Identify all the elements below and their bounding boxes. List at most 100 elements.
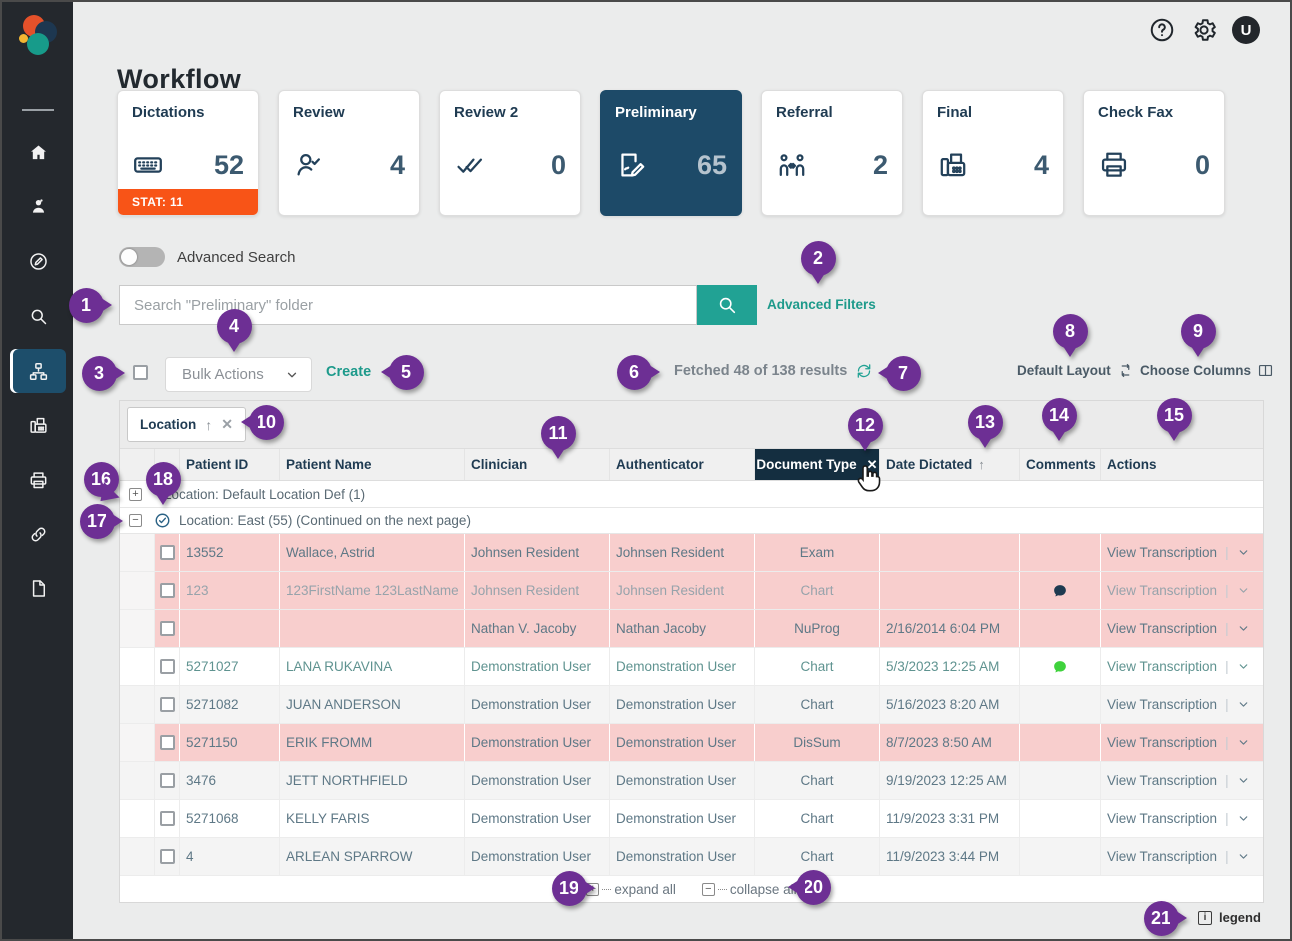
search-button[interactable] [697,285,757,325]
callout-pin-19: 19 [551,870,587,906]
row-checkbox[interactable] [159,773,175,788]
row-checkbox[interactable] [159,659,175,674]
row-checkbox[interactable] [159,621,175,636]
view-transcription-link[interactable]: View Transcription [1107,773,1218,788]
view-transcription-link[interactable]: View Transcription [1107,659,1218,674]
actions-chevron-down-icon[interactable] [1237,698,1250,711]
column-header-select [155,449,180,480]
actions-chevron-down-icon[interactable] [1237,622,1250,635]
column-header-document_type[interactable]: Document Type ✕ [755,449,880,480]
sidebar-item-print[interactable] [10,458,66,502]
gear-icon[interactable] [1190,16,1218,44]
column-header-patient_id[interactable]: Patient ID [180,449,280,480]
table-row: 13552 Wallace, Astrid Johnsen Resident John… [120,534,1263,572]
row-checkbox[interactable] [159,583,175,598]
sidebar-item-search[interactable] [10,294,66,338]
view-transcription-link[interactable]: View Transcription [1107,583,1218,598]
column-header-patient_name[interactable]: Patient Name [280,449,465,480]
expand-all-button[interactable]: + expand all [586,882,676,897]
actions-chevron-down-icon[interactable] [1237,660,1250,673]
row-checkbox[interactable] [159,697,175,712]
choose-columns-button[interactable]: Choose Columns [1140,362,1274,379]
collapse-all-label: collapse all [729,881,797,897]
default-layout-button[interactable]: Default Layout [1017,362,1134,379]
row-checkbox[interactable] [159,545,175,560]
sidebar-item-links[interactable] [10,512,66,556]
folder-card-review[interactable]: Review 4 [278,90,420,216]
cell-actions: View Transcription | [1101,800,1263,837]
select-all-checkbox[interactable] [133,365,148,380]
column-header-actions[interactable]: Actions [1101,449,1263,480]
app-logo[interactable] [16,14,62,62]
actions-chevron-down-icon[interactable] [1237,736,1250,749]
collapse-group-icon[interactable]: − [129,514,142,527]
row-checkbox[interactable] [159,735,175,750]
column-header-comments[interactable]: Comments [1020,449,1101,480]
view-transcription-link[interactable]: View Transcription [1107,621,1218,636]
view-transcription-link[interactable]: View Transcription [1107,735,1218,750]
row-checkbox[interactable] [159,811,175,826]
actions-chevron-down-icon[interactable] [1237,546,1250,559]
advanced-search-label: Advanced Search [177,248,296,266]
cell-authenticator: Demonstration User [610,648,755,685]
actions-chevron-down-icon[interactable] [1237,812,1250,825]
folder-card-preliminary[interactable]: Preliminary 65 [600,90,742,216]
remove-chip-icon[interactable]: ✕ [221,416,233,432]
cell-authenticator: Johnsen Resident [610,534,755,571]
row-checkbox[interactable] [159,849,175,864]
sidebar-item-fax[interactable] [10,403,66,447]
collapse-all-button[interactable]: − collapse all [701,881,797,897]
location-group-chip[interactable]: Location ↑ ✕ [127,407,246,442]
cell-patient-name: 123FirstName 123LastName [280,572,465,609]
sort-asc-icon[interactable]: ↑ [978,457,985,472]
column-header-clinician[interactable]: Clinician [465,449,610,480]
search-input[interactable] [119,285,697,325]
group-selected-check-icon[interactable] [154,512,171,529]
create-link[interactable]: Create [326,364,372,380]
advanced-filters-link[interactable]: Advanced Filters [767,297,876,312]
workflow-icon [28,361,49,382]
column-header-authenticator[interactable]: Authenticator [610,449,755,480]
cell-patient-id: 4 [180,838,280,875]
sidebar-item-dictation[interactable] [10,239,66,283]
folder-card-review-2[interactable]: Review 2 0 [439,90,581,216]
view-transcription-link[interactable]: View Transcription [1107,697,1218,712]
column-header-date_dictated[interactable]: Date Dictated ↑ [880,449,1020,480]
sidebar-item-home[interactable] [10,130,66,174]
table-footer: + expand all − collapse all [120,876,1263,902]
cell-date-dictated [880,534,1020,571]
help-icon[interactable] [1148,16,1176,44]
comment-bubble-icon[interactable] [1052,583,1068,599]
actions-chevron-down-icon[interactable] [1237,584,1250,597]
refresh-icon[interactable] [855,362,873,380]
folder-card-final[interactable]: Final 4 [922,90,1064,216]
actions-chevron-down-icon[interactable] [1237,774,1250,787]
callout-pin-21: 21 [1143,900,1179,936]
sidebar-item-workflow[interactable] [10,349,66,393]
legend-button[interactable]: i legend [1198,910,1261,925]
advanced-search-toggle[interactable] [119,247,165,267]
callout-pin-20: 20 [795,869,831,905]
bulk-actions-select[interactable]: Bulk Actions [165,357,312,392]
folder-card-check-fax[interactable]: Check Fax 0 [1083,90,1225,216]
folder-card-dictations[interactable]: Dictations 52 STAT: 11 [117,90,259,216]
sidebar-item-documents[interactable] [10,566,66,610]
expand-group-icon[interactable]: + [129,487,142,501]
avatar[interactable]: U [1232,16,1260,44]
chevron-down-icon [285,368,299,382]
cell-authenticator: Demonstration User [610,800,755,837]
folder-card-referral[interactable]: Referral 2 [761,90,903,216]
callout-pin-12: 12 [847,407,883,443]
actions-chevron-down-icon[interactable] [1237,850,1250,863]
advanced-search-row: Advanced Search [119,247,295,267]
view-transcription-link[interactable]: View Transcription [1107,849,1218,864]
dash-leader [602,888,612,890]
view-transcription-link[interactable]: View Transcription [1107,545,1218,560]
cell-patient-id: 13552 [180,534,280,571]
view-transcription-link[interactable]: View Transcription [1107,811,1218,826]
remove-column-filter-icon[interactable]: ✕ [866,456,878,472]
sidebar-item-patients[interactable] [10,184,66,228]
comment-bubble-icon[interactable] [1052,659,1068,675]
printer-icon [28,470,49,491]
card-count: 52 [213,149,244,180]
